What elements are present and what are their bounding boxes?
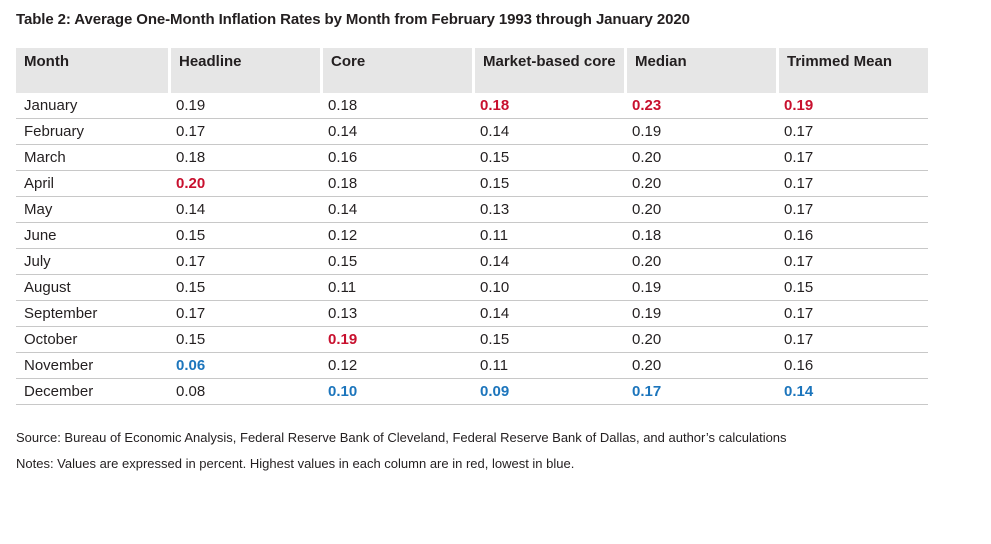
- table-row: February 0.17 0.14 0.14 0.19 0.17: [16, 119, 928, 145]
- cell-median: 0.17: [624, 379, 776, 405]
- cell-month: March: [16, 145, 168, 171]
- cell-month: June: [16, 223, 168, 249]
- cell-median: 0.19: [624, 275, 776, 301]
- cell-median: 0.20: [624, 171, 776, 197]
- cell-headline: 0.15: [168, 223, 320, 249]
- column-header-month: Month: [16, 48, 168, 93]
- cell-month: April: [16, 171, 168, 197]
- cell-month: December: [16, 379, 168, 405]
- cell-core: 0.18: [320, 93, 472, 119]
- column-header-median: Median: [624, 48, 776, 93]
- table-row: April 0.20 0.18 0.15 0.20 0.17: [16, 171, 928, 197]
- cell-trimmed-mean: 0.16: [776, 353, 928, 379]
- table-row: May 0.14 0.14 0.13 0.20 0.17: [16, 197, 928, 223]
- cell-core: 0.12: [320, 353, 472, 379]
- cell-core: 0.16: [320, 145, 472, 171]
- cell-market-based-core: 0.10: [472, 275, 624, 301]
- table-row: August 0.15 0.11 0.10 0.19 0.15: [16, 275, 928, 301]
- inflation-table: Month Headline Core Market-based core Me…: [16, 48, 928, 405]
- column-header-headline: Headline: [168, 48, 320, 93]
- cell-headline: 0.19: [168, 93, 320, 119]
- cell-market-based-core: 0.14: [472, 301, 624, 327]
- table-row: March 0.18 0.16 0.15 0.20 0.17: [16, 145, 928, 171]
- cell-core: 0.12: [320, 223, 472, 249]
- cell-median: 0.19: [624, 301, 776, 327]
- cell-headline: 0.17: [168, 249, 320, 275]
- cell-trimmed-mean: 0.17: [776, 249, 928, 275]
- cell-core: 0.15: [320, 249, 472, 275]
- cell-market-based-core: 0.15: [472, 171, 624, 197]
- cell-market-based-core: 0.11: [472, 353, 624, 379]
- cell-trimmed-mean: 0.17: [776, 119, 928, 145]
- cell-trimmed-mean: 0.17: [776, 145, 928, 171]
- table-row: June 0.15 0.12 0.11 0.18 0.16: [16, 223, 928, 249]
- cell-headline: 0.20: [168, 171, 320, 197]
- cell-headline: 0.08: [168, 379, 320, 405]
- cell-median: 0.19: [624, 119, 776, 145]
- cell-month: February: [16, 119, 168, 145]
- column-header-core: Core: [320, 48, 472, 93]
- cell-median: 0.18: [624, 223, 776, 249]
- notes-text: Notes: Values are expressed in percent. …: [16, 456, 575, 471]
- cell-trimmed-mean: 0.14: [776, 379, 928, 405]
- cell-month: October: [16, 327, 168, 353]
- cell-median: 0.20: [624, 145, 776, 171]
- cell-trimmed-mean: 0.15: [776, 275, 928, 301]
- column-header-trimmed-mean: Trimmed Mean: [776, 48, 928, 93]
- cell-month: August: [16, 275, 168, 301]
- cell-market-based-core: 0.11: [472, 223, 624, 249]
- cell-market-based-core: 0.13: [472, 197, 624, 223]
- cell-trimmed-mean: 0.17: [776, 327, 928, 353]
- cell-headline: 0.15: [168, 275, 320, 301]
- cell-median: 0.20: [624, 197, 776, 223]
- cell-month: November: [16, 353, 168, 379]
- cell-trimmed-mean: 0.17: [776, 197, 928, 223]
- table-row: September 0.17 0.13 0.14 0.19 0.17: [16, 301, 928, 327]
- cell-core: 0.14: [320, 197, 472, 223]
- cell-trimmed-mean: 0.17: [776, 171, 928, 197]
- cell-core: 0.18: [320, 171, 472, 197]
- table-row: October 0.15 0.19 0.15 0.20 0.17: [16, 327, 928, 353]
- cell-month: September: [16, 301, 168, 327]
- source-note: Source: Bureau of Economic Analysis, Fed…: [16, 430, 787, 445]
- cell-headline: 0.17: [168, 301, 320, 327]
- cell-headline: 0.06: [168, 353, 320, 379]
- cell-median: 0.23: [624, 93, 776, 119]
- cell-market-based-core: 0.14: [472, 249, 624, 275]
- cell-core: 0.14: [320, 119, 472, 145]
- cell-trimmed-mean: 0.16: [776, 223, 928, 249]
- cell-market-based-core: 0.14: [472, 119, 624, 145]
- table-body: January 0.19 0.18 0.18 0.23 0.19 February 0.17 0…: [16, 93, 928, 405]
- cell-core: 0.11: [320, 275, 472, 301]
- table-row: January 0.19 0.18 0.18 0.23 0.19: [16, 93, 928, 119]
- header-row: Month Headline Core Market-based core Me…: [16, 48, 928, 93]
- cell-trimmed-mean: 0.19: [776, 93, 928, 119]
- table-row: December 0.08 0.10 0.09 0.17 0.14: [16, 379, 928, 405]
- column-header-market-based-core: Market-based core: [472, 48, 624, 93]
- cell-month: May: [16, 197, 168, 223]
- cell-median: 0.20: [624, 249, 776, 275]
- cell-trimmed-mean: 0.17: [776, 301, 928, 327]
- table-row: July 0.17 0.15 0.14 0.20 0.17: [16, 249, 928, 275]
- table-row: November 0.06 0.12 0.11 0.20 0.16: [16, 353, 928, 379]
- cell-market-based-core: 0.18: [472, 93, 624, 119]
- cell-month: July: [16, 249, 168, 275]
- cell-market-based-core: 0.09: [472, 379, 624, 405]
- cell-core: 0.13: [320, 301, 472, 327]
- cell-core: 0.10: [320, 379, 472, 405]
- cell-median: 0.20: [624, 327, 776, 353]
- cell-market-based-core: 0.15: [472, 327, 624, 353]
- cell-median: 0.20: [624, 353, 776, 379]
- cell-month: January: [16, 93, 168, 119]
- table-title: Table 2: Average One-Month Inflation Rat…: [16, 11, 690, 28]
- cell-headline: 0.14: [168, 197, 320, 223]
- cell-headline: 0.17: [168, 119, 320, 145]
- cell-headline: 0.15: [168, 327, 320, 353]
- cell-headline: 0.18: [168, 145, 320, 171]
- cell-core: 0.19: [320, 327, 472, 353]
- cell-market-based-core: 0.15: [472, 145, 624, 171]
